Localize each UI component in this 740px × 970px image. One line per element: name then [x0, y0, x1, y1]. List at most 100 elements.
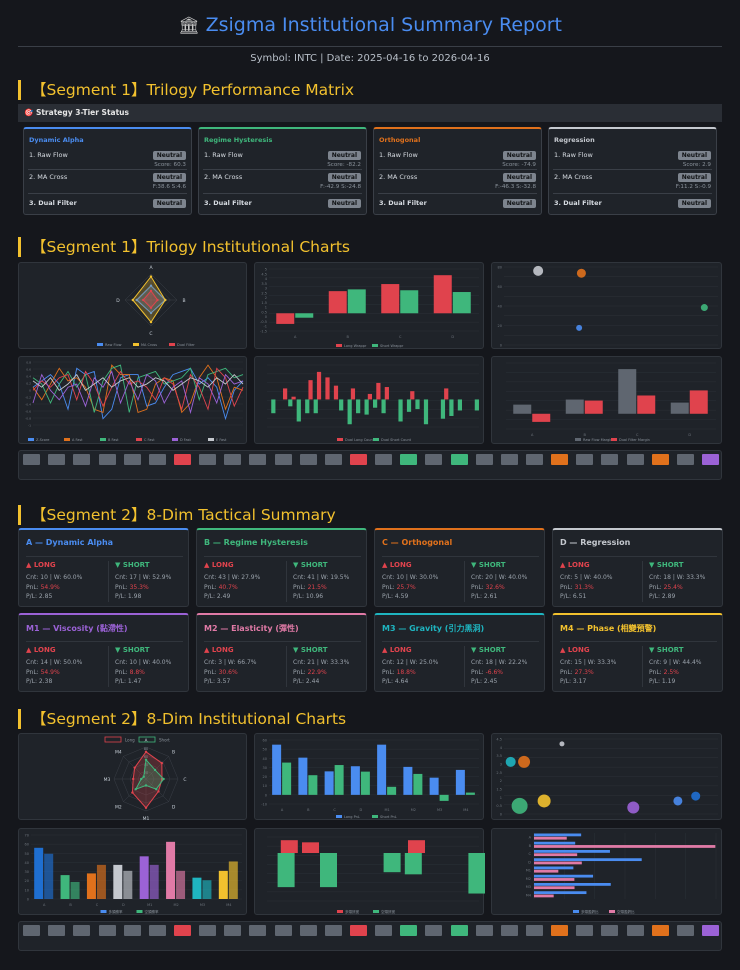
pnl-value: 21.5%: [307, 583, 327, 591]
radar-ring-label: 20: [144, 771, 148, 775]
tier-row-label: 2. MA Cross: [379, 173, 418, 181]
dim-card-title: C — Orthogonal: [382, 538, 453, 547]
short-column: ▼ SHORT Cnt: 10 | W: 40.0% PnL: 8.8% P/L: 1…: [108, 646, 186, 687]
legend-label: Dual Short Count: [381, 438, 412, 442]
dim-divider: [26, 641, 183, 642]
profit-loss-ratio: P/L: 3.57: [204, 678, 231, 685]
y-tick-label: 1.5: [496, 788, 502, 792]
tier-row-label: 1. Raw Flow: [29, 151, 68, 159]
legend-swatch: [575, 438, 581, 441]
count-winrate: Cnt: 20 | W: 40.0%: [471, 574, 528, 581]
status-badge: Neutral: [152, 199, 186, 208]
bar-pnl: [360, 771, 370, 795]
y-tick-label: 60: [25, 843, 29, 847]
count-winrate: Cnt: 17 | W: 52.9%: [115, 574, 172, 581]
y-tick-label: M4: [526, 893, 532, 897]
short-label: ▼ SHORT: [649, 646, 684, 654]
pnl-line: PnL: 54.9%: [26, 668, 60, 676]
pnl-value: 30.6%: [218, 668, 238, 676]
profit-loss-ratio: P/L: 2.45: [471, 678, 498, 685]
bar-pnl: [272, 744, 282, 795]
bar-dual: [398, 399, 403, 422]
x-tick-label: A: [281, 808, 284, 812]
y-tick-label: -0.4: [25, 403, 31, 407]
bar-signal: [468, 853, 485, 894]
radar-spoke: [145, 778, 169, 802]
bar-dual: [406, 399, 412, 412]
bar-wrappr: [381, 284, 400, 314]
radar-spoke: [145, 756, 169, 780]
legend-label: Raw Flow Margin: [583, 438, 613, 442]
tier-divider: [553, 193, 712, 194]
signal-cell: [450, 925, 468, 936]
bar-pnl: [455, 769, 465, 795]
bar-dual: [474, 399, 479, 411]
y-tick-label: 0.8: [26, 361, 31, 365]
legend-label: Long: [125, 738, 135, 743]
signal-cell: [274, 454, 292, 465]
dim-card: A — Dynamic Alpha ▲ LONG Cnt: 10 | W: 60.0…: [18, 528, 189, 607]
line-series-e-fast: [32, 373, 244, 392]
signal-cell: [525, 925, 543, 936]
tier-row-label: 1. Raw Flow: [379, 151, 418, 159]
profit-loss-ratio: P/L: 2.61: [471, 593, 498, 600]
tier-score: Score: 2.9: [682, 162, 711, 168]
x-tick-label: B: [347, 335, 350, 339]
profit-loss-ratio: P/L: 4.59: [382, 593, 409, 600]
y-tick-label: 3: [265, 287, 267, 291]
s2-signal-panel: 多頭訊號 空頭訊號: [254, 828, 485, 915]
radar-point: [131, 791, 134, 794]
bar-pnl: [465, 792, 475, 795]
bar-pnl: [324, 771, 334, 795]
y-tick-label: 10: [263, 784, 267, 788]
legend-label: Long PnL: [344, 815, 360, 819]
bar-wrappr: [328, 291, 347, 314]
x-tick-label: M3: [437, 808, 442, 812]
tier-card: Regression 1. Raw Flow Neutral 2. MA Cross N…: [548, 127, 717, 215]
dim-divider: [204, 556, 361, 557]
scatter-point: [691, 791, 701, 801]
count-winrate: Cnt: 14 | W: 50.0%: [26, 659, 83, 666]
pnl-line: PnL: 8.8%: [115, 668, 145, 676]
pnl-line: PnL: 40.7%: [204, 583, 238, 591]
short-column: ▼ SHORT Cnt: 21 | W: 33.3% PnL: 22.9% P/L: …: [286, 646, 364, 687]
legend-swatch: [609, 910, 615, 913]
signal-cell: [676, 925, 694, 936]
radar-point: [144, 758, 148, 761]
bar-pnl: [350, 766, 360, 795]
bar-dual: [283, 388, 288, 400]
tier-divider: [378, 193, 537, 194]
short-label: ▼ SHORT: [649, 561, 684, 569]
pnl-line: PnL: 32.6%: [471, 583, 505, 591]
signal-cell: [400, 925, 418, 936]
status-badge: Neutral: [677, 173, 711, 182]
hbar-mark: [534, 850, 610, 853]
dim-divider: [204, 641, 361, 642]
radar-point: [142, 775, 145, 778]
short-column: ▼ SHORT Cnt: 9 | W: 44.4% PnL: 2.5% P/L: 1.…: [642, 646, 720, 687]
legend-label: 多頭勝率: [109, 909, 123, 914]
legend-label: Short: [159, 738, 170, 743]
s1-scatter-panel: 80 60 40 20 0: [491, 262, 722, 349]
y-tick-label: 40: [25, 861, 29, 865]
radar-axis-label: A: [144, 738, 148, 744]
bar-winrate: [228, 861, 238, 899]
radar-point: [162, 777, 165, 781]
dim-card: M4 — Phase (相變預警) ▲ LONG Cnt: 15 | W: 33.3…: [552, 613, 723, 692]
hbar-mark: [534, 869, 559, 873]
signal-cell: [475, 454, 493, 465]
scatter-point: [627, 801, 640, 814]
y-tick-label: 0.2: [26, 382, 31, 386]
radar-point: [153, 768, 157, 772]
bar-dual: [316, 371, 322, 400]
pnl-line: PnL: 35.3%: [115, 583, 149, 591]
dim-card-title: A — Dynamic Alpha: [26, 538, 114, 547]
short-column: ▼ SHORT Cnt: 17 | W: 52.9% PnL: 35.3% P/L: …: [108, 561, 186, 602]
dim-card: B — Regime Hysteresis ▲ LONG Cnt: 43 | W: …: [196, 528, 367, 607]
dim-divider: [560, 641, 717, 642]
dim-divider: [560, 556, 717, 557]
x-tick-label: M2: [173, 903, 178, 907]
profit-loss-ratio: P/L: 2.38: [26, 678, 53, 685]
long-label: ▲ LONG: [382, 646, 412, 654]
radar-point: [135, 298, 138, 302]
